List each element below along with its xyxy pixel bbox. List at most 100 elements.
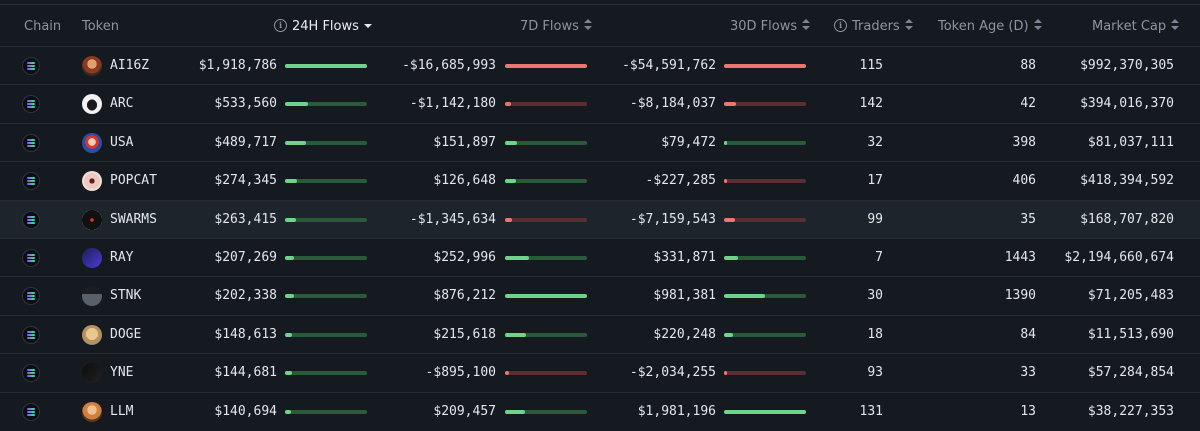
header-7d-flows[interactable]: 7D Flows — [520, 8, 592, 46]
token-symbol[interactable]: YNE — [110, 365, 134, 381]
token-symbol[interactable]: STNK — [110, 288, 142, 304]
market-cap-value: $71,205,483 — [1087, 288, 1174, 304]
table-header: Chain Token i 24H Flows 7D Flows 30D Flow… — [0, 8, 1200, 46]
table-row[interactable]: SWARMS $263,415 -$1,345,634 -$7,159,543 99 35… — [0, 199, 1200, 238]
header-market-cap[interactable]: Market Cap — [1092, 8, 1180, 46]
header-market-cap-label: Market Cap — [1092, 19, 1167, 34]
token-age-value: 88 — [1020, 58, 1036, 73]
bar-fill — [724, 102, 736, 107]
flow-30d-value: $79,472 — [661, 134, 716, 150]
token-symbol[interactable]: ARC — [110, 96, 134, 112]
token-age-value: 406 — [1012, 173, 1036, 189]
header-24h-flows-label: 24H Flows — [292, 19, 359, 34]
token-age-value: 398 — [1012, 134, 1036, 150]
bar-fill — [724, 294, 765, 299]
header-token-age[interactable]: Token Age (D) — [938, 8, 1042, 46]
flow-7-bar — [505, 140, 587, 145]
traders-count: 99 — [867, 211, 883, 227]
solana-chain-icon — [22, 325, 40, 344]
sort-icon — [1171, 19, 1180, 31]
token-symbol[interactable]: USA — [110, 134, 134, 150]
flow-30-bar — [724, 409, 806, 414]
header-traders[interactable]: i Traders — [834, 8, 913, 46]
traders-count: 142 — [859, 96, 883, 112]
header-chain[interactable]: Chain — [24, 19, 62, 34]
token-symbol[interactable]: POPCAT — [110, 173, 157, 189]
flow-24h-value: $202,338 — [214, 288, 277, 304]
ai16z-avatar-icon — [82, 56, 102, 76]
bar-fill — [724, 217, 735, 222]
table-row[interactable]: DOGE $148,613 $215,618 $220,248 18 84 $11,513,… — [0, 314, 1200, 353]
header-30d-flows[interactable]: 30D Flows — [730, 8, 811, 46]
bar-fill — [505, 64, 587, 68]
sort-descending-icon — [363, 19, 372, 31]
token-symbol[interactable]: LLM — [110, 403, 134, 419]
market-cap-value: $81,037,111 — [1087, 134, 1174, 150]
bar-fill — [724, 140, 727, 145]
bar-fill — [285, 294, 294, 299]
bar-fill — [724, 371, 727, 376]
flow-7d-value: -$1,142,180 — [409, 96, 496, 112]
table-row[interactable]: USA $489,717 $151,897 $79,472 32 398 $81,037,1… — [0, 122, 1200, 161]
market-cap-value: $418,394,592 — [1080, 173, 1174, 189]
bar-fill — [724, 64, 806, 68]
token-symbol[interactable]: SWARMS — [110, 211, 157, 227]
table-row[interactable]: ARC $533,560 -$1,142,180 -$8,184,037 142 42 $3… — [0, 84, 1200, 122]
swarms-avatar-icon — [82, 209, 102, 230]
flow-30d-value: -$54,591,762 — [622, 58, 716, 73]
flow-30-bar — [724, 179, 806, 184]
bar-fill — [285, 371, 292, 376]
bar-fill — [724, 332, 733, 337]
flow-30d-value: $220,248 — [653, 326, 716, 342]
bar-fill — [505, 332, 526, 337]
bar-fill — [505, 140, 517, 145]
market-cap-value: $57,284,854 — [1087, 365, 1174, 381]
header-traders-label: Traders — [852, 19, 900, 34]
bar-fill — [285, 255, 294, 260]
flow-30-bar — [724, 294, 806, 299]
flow-7d-value: $215,618 — [433, 326, 496, 342]
arc-avatar-icon — [82, 94, 102, 115]
info-icon[interactable]: i — [274, 18, 287, 32]
token-age-value: 33 — [1020, 365, 1036, 381]
table-row[interactable]: LLM $140,694 $209,457 $1,981,196 131 13 $38,22… — [0, 391, 1200, 430]
table-row[interactable]: YNE $144,681 -$895,100 -$2,034,255 93 33 $57,2… — [0, 353, 1200, 391]
table-row[interactable]: POPCAT $274,345 $126,648 -$227,285 17 406 $418… — [0, 161, 1200, 199]
table-row[interactable]: AI16Z $1,918,786 -$16,685,993 -$54,591,762 1… — [0, 46, 1200, 84]
solana-chain-icon — [22, 95, 40, 114]
flow-7-bar — [505, 371, 587, 376]
flow-7d-value: $252,996 — [433, 249, 496, 265]
flow-24-bar — [285, 409, 367, 414]
flow-24-bar — [285, 371, 367, 376]
yne-avatar-icon — [82, 363, 102, 384]
token-symbol[interactable]: RAY — [110, 249, 134, 265]
token-age-value: 35 — [1020, 211, 1036, 227]
flow-30d-value: $1,981,196 — [637, 403, 716, 419]
market-cap-value: $38,227,353 — [1087, 403, 1174, 419]
header-token[interactable]: Token — [82, 19, 119, 34]
token-age-value: 13 — [1020, 403, 1036, 419]
token-symbol[interactable]: DOGE — [110, 326, 142, 342]
solana-chain-icon — [22, 133, 40, 152]
flow-7d-value: $876,212 — [433, 288, 496, 304]
bar-fill — [505, 294, 587, 299]
traders-count: 32 — [867, 134, 883, 150]
bar-fill — [505, 255, 529, 260]
header-24h-flows[interactable]: i 24H Flows — [274, 8, 372, 46]
flow-7-bar — [505, 102, 587, 107]
flow-24-bar — [285, 102, 367, 107]
flow-7d-value: $209,457 — [433, 403, 496, 419]
token-symbol[interactable]: AI16Z — [110, 58, 150, 73]
flow-24-bar — [285, 64, 367, 68]
llm-avatar-icon — [82, 401, 102, 422]
info-icon[interactable]: i — [834, 18, 847, 32]
bar-fill — [285, 179, 297, 184]
flow-24-bar — [285, 217, 367, 222]
market-cap-value: $2,194,660,674 — [1064, 249, 1174, 265]
flow-24h-value: $533,560 — [214, 96, 277, 112]
table-row[interactable]: STNK $202,338 $876,212 $981,381 30 1390 $71,20… — [0, 276, 1200, 314]
table-row[interactable]: RAY $207,269 $252,996 $331,871 7 1443 $2,194,6… — [0, 237, 1200, 276]
flow-7d-value: -$16,685,993 — [402, 58, 496, 73]
flow-7-bar — [505, 217, 587, 222]
traders-count: 30 — [867, 288, 883, 304]
